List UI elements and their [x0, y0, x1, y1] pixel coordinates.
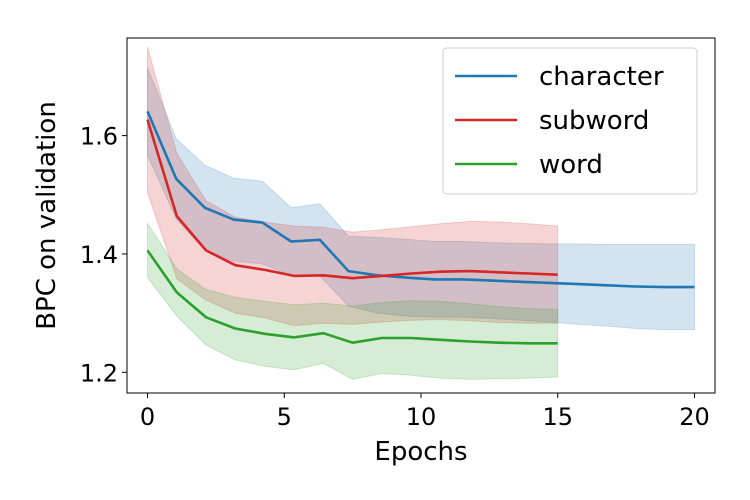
legend-label-word: word [539, 150, 603, 180]
x-tick-label: 5 [277, 403, 292, 431]
word-line [146, 249, 558, 345]
legend: character subword word [442, 47, 698, 195]
y-tick-label: 1.6 [80, 123, 118, 151]
series-lines [146, 110, 695, 345]
y-axis-ticks: 1.2 1.4 1.6 [80, 123, 127, 387]
legend-box [442, 47, 698, 195]
legend-label-subword: subword [539, 106, 649, 136]
legend-label-character: character [539, 62, 664, 92]
y-tick-label: 1.2 [80, 359, 118, 387]
x-tick-label: 20 [679, 403, 710, 431]
x-axis-label: Epochs [374, 437, 467, 467]
x-tick-label: 0 [140, 403, 155, 431]
character-line [146, 110, 695, 289]
subword-line [146, 119, 558, 280]
x-tick-label: 10 [406, 403, 437, 431]
x-tick-label: 15 [542, 403, 573, 431]
x-axis-ticks: 0 5 10 15 20 [140, 393, 710, 431]
y-axis-label: BPC on validation [32, 101, 62, 330]
subword-band [147, 46, 559, 327]
y-tick-label: 1.4 [80, 241, 118, 269]
